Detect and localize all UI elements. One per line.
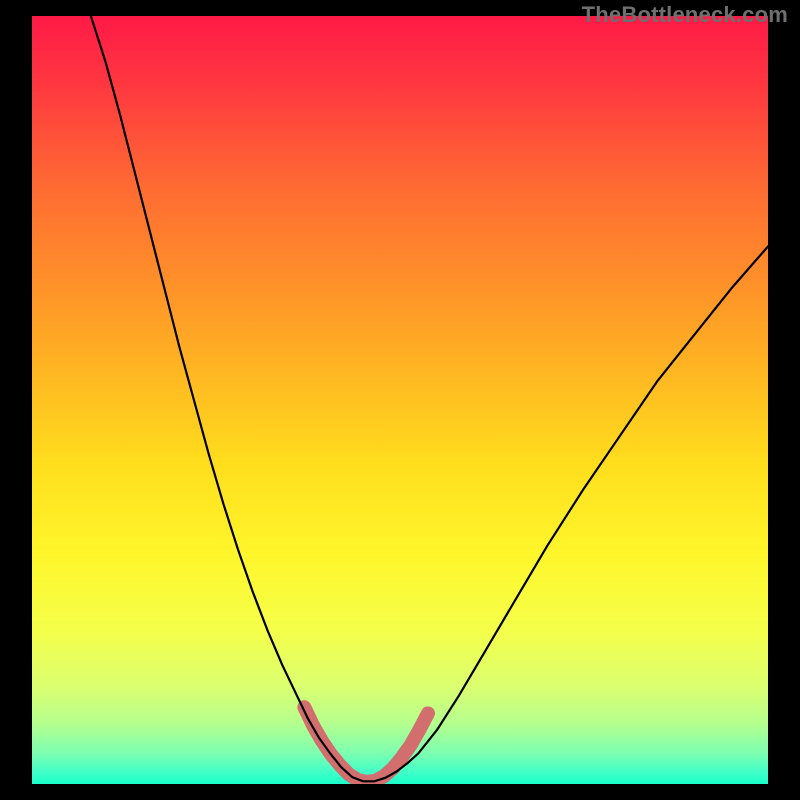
chart-svg bbox=[0, 0, 800, 800]
gradient-background bbox=[32, 16, 768, 784]
watermark-text: TheBottleneck.com bbox=[582, 2, 788, 28]
chart-frame: TheBottleneck.com bbox=[0, 0, 800, 800]
